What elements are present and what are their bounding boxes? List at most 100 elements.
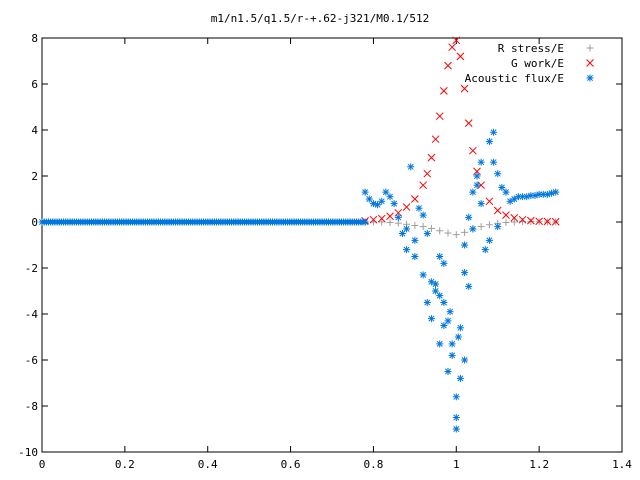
data-point: [419, 211, 427, 219]
data-point: [411, 236, 419, 244]
data-point: [543, 217, 552, 226]
data-point: [419, 223, 427, 231]
data-point: [452, 425, 460, 433]
data-point: [469, 225, 477, 233]
data-point: [435, 112, 444, 121]
data-point: [461, 269, 469, 277]
legend-marker: [586, 74, 594, 82]
x-tick-label: 0.2: [115, 458, 135, 471]
data-point: [469, 188, 477, 196]
y-tick-label: 8: [31, 32, 38, 45]
data-point: [369, 215, 378, 224]
plot-frame: [41, 37, 623, 453]
data-point: [446, 308, 454, 316]
data-point: [493, 206, 502, 215]
legend-marker: [586, 44, 594, 52]
data-point: [527, 216, 535, 225]
data-point: [460, 84, 469, 93]
data-point: [436, 292, 444, 300]
data-point: [444, 229, 452, 237]
data-point: [454, 333, 462, 341]
data-point: [403, 225, 411, 233]
y-tick-label: -10: [18, 446, 38, 459]
data-point: [448, 43, 456, 52]
data-point: [523, 193, 531, 201]
data-point: [444, 368, 452, 375]
x-tick-label: 1.2: [529, 458, 549, 471]
data-point: [386, 212, 394, 221]
data-point: [386, 218, 394, 226]
data-point: [473, 172, 481, 180]
data-point: [427, 224, 435, 232]
data-point: [461, 241, 469, 249]
chart-title: m1/n1.5/q1.5/r-+.62-j321/M0.1/512: [211, 12, 430, 25]
data-point: [444, 61, 452, 70]
y-tick-label: 6: [31, 78, 38, 91]
data-point: [427, 278, 435, 286]
y-tick-label: -8: [25, 400, 38, 413]
data-point: [510, 218, 518, 226]
data-point: [419, 181, 427, 190]
data-point: [456, 324, 464, 332]
data-point: [452, 231, 460, 239]
data-point: [527, 218, 535, 226]
y-tick-label: 2: [31, 170, 38, 183]
data-point: [378, 197, 386, 205]
data-point: [452, 414, 460, 421]
data-point: [485, 236, 493, 244]
x-tick-label: 0: [39, 458, 46, 471]
data-point: [436, 227, 444, 235]
data-point: [436, 340, 444, 348]
data-point: [461, 356, 469, 364]
data-point: [510, 214, 519, 222]
y-tick-label: 4: [31, 124, 38, 137]
data-point: [423, 230, 431, 237]
data-point: [411, 253, 419, 260]
data-point: [506, 197, 514, 205]
data-point: [551, 217, 560, 226]
data-point: [411, 221, 419, 229]
legend-label: G work/E: [511, 57, 564, 70]
data-point: [452, 393, 460, 401]
x-tick-label: 0.8: [363, 458, 383, 471]
data-point: [461, 228, 469, 236]
data-point: [465, 282, 473, 290]
data-point: [440, 87, 448, 95]
y-tick-label: -4: [25, 308, 39, 321]
data-point: [394, 213, 402, 221]
data-point: [390, 200, 398, 208]
data-point: [456, 52, 465, 61]
data-point: [494, 170, 502, 178]
y-tick-label: -2: [25, 262, 38, 275]
x-tick-label: 1.4: [612, 458, 632, 471]
data-point: [427, 315, 435, 323]
data-point: [440, 299, 448, 306]
data-point: [481, 246, 489, 254]
data-point: [448, 351, 456, 359]
data-point: [377, 214, 386, 223]
data-point: [444, 317, 452, 325]
data-point: [464, 119, 473, 127]
data-point: [361, 218, 369, 226]
y-tick-label: 0: [31, 216, 38, 229]
data-point: [473, 181, 481, 189]
legend-label: R stress/E: [498, 42, 564, 55]
data-point: [502, 188, 510, 196]
data-point: [465, 213, 473, 221]
legend-marker: [586, 59, 594, 67]
data-point: [369, 200, 377, 208]
x-tick-label: 0.4: [198, 458, 218, 471]
data-point: [427, 153, 436, 162]
y-tick-label: -6: [25, 354, 38, 367]
data-point: [431, 135, 440, 144]
x-tick-label: 1: [453, 458, 460, 471]
data-point: [423, 169, 432, 178]
marks: [38, 36, 560, 433]
data-point: [403, 246, 411, 254]
data-point: [552, 188, 560, 196]
data-point: [407, 163, 415, 171]
data-point: [452, 36, 461, 45]
data-point: [448, 340, 456, 348]
data-point: [477, 158, 485, 166]
